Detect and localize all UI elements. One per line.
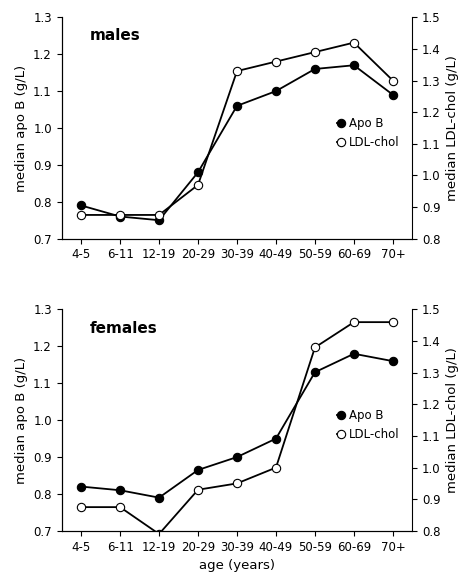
Apo B	[78, 202, 84, 209]
LDL-chol	[78, 212, 84, 219]
Line: Apo B: Apo B	[77, 350, 397, 502]
LDL-chol	[117, 212, 123, 219]
Apo B	[78, 483, 84, 490]
Apo B	[312, 369, 318, 376]
Apo B	[234, 454, 240, 460]
LDL-chol	[390, 319, 396, 325]
LDL-chol	[117, 504, 123, 511]
LDL-chol	[273, 464, 279, 471]
LDL-chol	[351, 39, 357, 46]
LDL-chol	[195, 181, 201, 188]
Apo B	[195, 169, 201, 176]
LDL-chol	[312, 48, 318, 55]
Y-axis label: median LDL-chol (g/L): median LDL-chol (g/L)	[447, 347, 459, 493]
Text: females: females	[90, 321, 157, 336]
Apo B	[234, 102, 240, 109]
LDL-chol	[195, 486, 201, 493]
LDL-chol	[273, 58, 279, 65]
LDL-chol	[156, 212, 162, 219]
Line: LDL-chol: LDL-chol	[77, 318, 397, 538]
Apo B	[390, 358, 396, 365]
Apo B	[273, 88, 279, 95]
Y-axis label: median apo B (g/L): median apo B (g/L)	[15, 357, 27, 484]
LDL-chol	[234, 480, 240, 487]
Apo B	[156, 217, 162, 224]
Apo B	[312, 66, 318, 73]
Y-axis label: median LDL-chol (g/L): median LDL-chol (g/L)	[447, 55, 459, 201]
LDL-chol	[234, 68, 240, 74]
Apo B	[351, 62, 357, 69]
Apo B	[195, 467, 201, 474]
Legend: Apo B, LDL-chol: Apo B, LDL-chol	[337, 117, 400, 149]
Y-axis label: median apo B (g/L): median apo B (g/L)	[15, 65, 27, 192]
Text: males: males	[90, 28, 140, 43]
Line: Apo B: Apo B	[77, 61, 397, 224]
Apo B	[390, 91, 396, 98]
X-axis label: age (years): age (years)	[199, 559, 275, 572]
LDL-chol	[156, 530, 162, 537]
Apo B	[273, 435, 279, 442]
Apo B	[351, 350, 357, 357]
Apo B	[117, 487, 123, 494]
LDL-chol	[78, 504, 84, 511]
Line: LDL-chol: LDL-chol	[77, 39, 397, 219]
Legend: Apo B, LDL-chol: Apo B, LDL-chol	[337, 409, 400, 441]
LDL-chol	[390, 77, 396, 84]
LDL-chol	[312, 344, 318, 351]
Apo B	[156, 494, 162, 501]
Apo B	[117, 213, 123, 220]
LDL-chol	[351, 319, 357, 325]
